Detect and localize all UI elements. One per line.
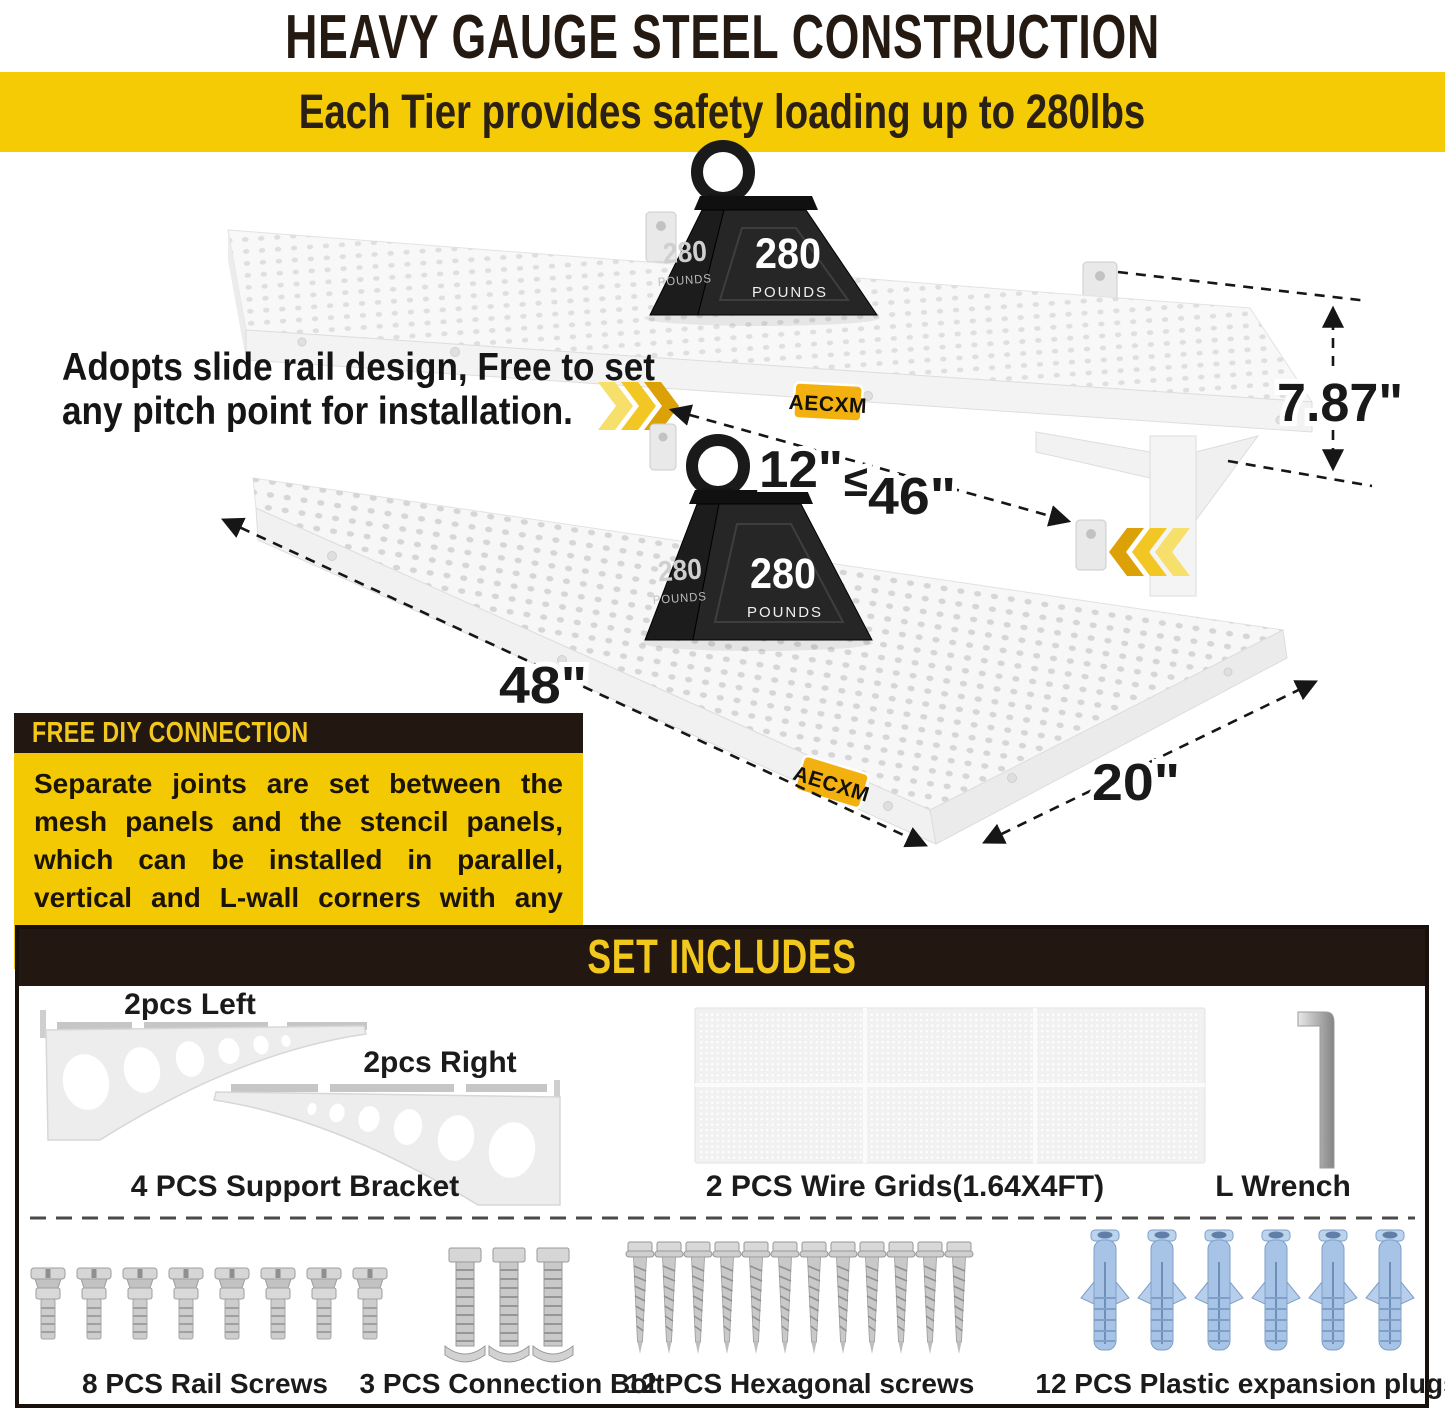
free-diy-title: FREE DIY CONNECTION [32,716,309,749]
bracket-caption: 4 PCS Support Bracket [130,1170,460,1203]
weight-unit: POUNDS [652,589,707,607]
note-line1: Adopts slide rail design, Free to set [62,346,655,389]
weight-unit: POUNDS [752,284,828,301]
weight-ring-icon [686,434,750,498]
free-diy-connection-box: FREE DIY CONNECTION Separate joints are … [14,713,583,969]
bracket-left-label: 2pcs Left [124,988,256,1021]
mount-hole-icon [1275,415,1285,425]
mount-hole-icon [557,655,567,665]
bracket-right-label: 2pcs Right [363,1046,517,1079]
brand-text: AECXM [788,391,867,418]
dim-max-width-label: 46" [868,468,956,526]
rail-screws-caption: 8 PCS Rail Screws [82,1368,328,1399]
chevron-left-icon [1109,528,1190,576]
slide-rail-note: Adopts slide rail design, Free to set an… [62,346,721,434]
set-includes-title: SET INCLUDES [587,931,857,984]
mount-hole-icon [883,801,893,811]
mount-hole-icon [1223,667,1233,677]
weight-value: 280 [662,236,708,271]
screw-dot-icon [656,221,666,231]
wrench-caption: L Wrench [1215,1170,1351,1203]
mount-hole-icon [297,337,307,347]
dim-min-width-label: 12" [759,441,843,499]
mount-hole-icon [1007,773,1017,783]
dim-depth-label: 20" [1092,754,1180,812]
screw-dot-icon [1086,529,1096,539]
wall-tab-icon [1075,519,1107,571]
weight-ring-icon [691,140,755,204]
note-line2: any pitch point for installation. [62,390,573,433]
dim-height-label: 7.87" [1277,373,1403,433]
load-capacity-text: Each Tier provides safety loading up to … [299,85,1146,139]
support-bracket-under-shelf [1035,431,1260,597]
set-includes-header: SET INCLUDES [19,929,1425,986]
weight-value: 280 [755,230,821,278]
wall-tab-icon [645,211,677,263]
screw-dot-icon [1095,271,1105,281]
brand-badge: AECXM [788,381,868,423]
weight-280lbs: 280 POUNDS 280 POUNDS [641,434,873,651]
mount-hole-icon [327,551,337,561]
wire-grid-caption: 2 PCS Wire Grids(1.64X4FT) [705,1170,1105,1203]
mount-hole-icon [863,391,873,401]
free-diy-header: FREE DIY CONNECTION [14,713,583,753]
set-includes-box: SET INCLUDES [15,925,1429,1408]
plugs-caption: 12 PCS Plastic expansion plugs [1035,1368,1445,1399]
dim-lte-symbol: ≤ [844,457,868,506]
weight-value: 280 [657,554,703,589]
shelf-left-cap [228,230,246,360]
weight-280lbs: 280 POUNDS 280 POUNDS [644,140,880,326]
brand-badge: AECXM [790,754,872,810]
weight-unit: POUNDS [747,604,823,621]
dimension-labels: 7.87" 12" ≤ 46" 48" 20" [494,368,1408,817]
shelf-right-face [929,629,1288,845]
weight-unit: POUNDS [657,271,712,289]
page-title-text: HEAVY GAUGE STEEL CONSTRUCTION [285,3,1160,72]
weight-value: 280 [750,550,816,598]
hex-screws-caption: 12 PCS Hexagonal screws [625,1368,975,1399]
page-title: HEAVY GAUGE STEEL CONSTRUCTION [0,2,1445,73]
brand-text: AECXM [790,762,872,807]
dim-length-label: 48" [499,657,587,715]
free-diy-body: Separate joints are set between the mesh… [14,753,583,969]
wall-tab-icon [1082,261,1118,309]
load-capacity-banner: Each Tier provides safety loading up to … [0,72,1445,152]
bolts-caption: 3 PCS Connection Bolt [359,1368,665,1399]
